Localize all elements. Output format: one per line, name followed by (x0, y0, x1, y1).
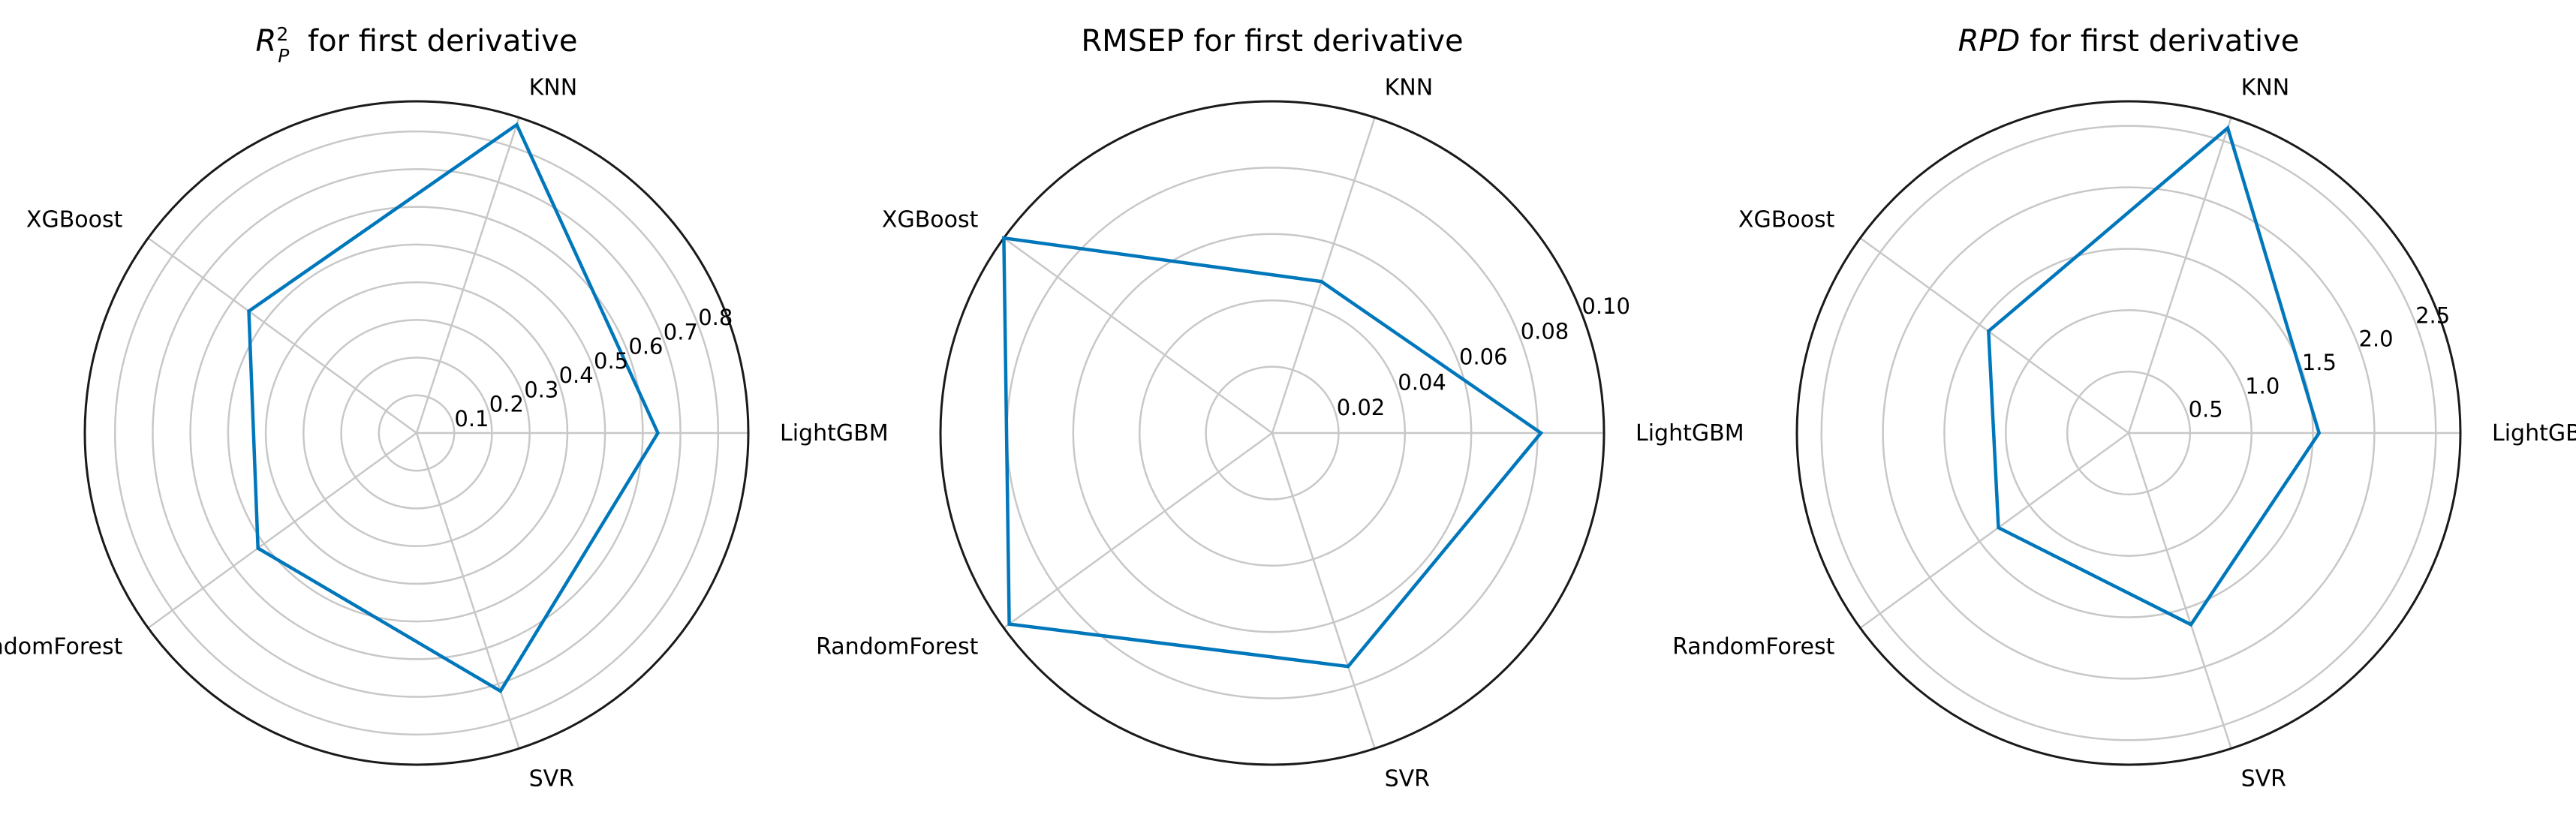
category-label: SVR (2241, 765, 2286, 792)
category-label: KNN (1385, 75, 1434, 101)
category-label: LightGBM (1636, 420, 1744, 447)
radar-panel-r2: R2 P for first derivative LightGBM KNN XGBo… (0, 23, 889, 792)
outer-ring (939, 100, 1605, 766)
radial-tick-label: 0.6 (628, 334, 663, 359)
spoke-line (2127, 117, 2232, 434)
category-label: KNN (2241, 75, 2290, 101)
category-label: SVR (1385, 765, 1430, 792)
spoke-line (1003, 432, 1273, 629)
chart-title-rpd: RPD for first derivative (1958, 24, 2300, 59)
spoke-line (415, 432, 520, 749)
radial-tick-label: 0.08 (1521, 319, 1569, 344)
spoke-line (1271, 117, 1376, 434)
radial-tick-label: 1.0 (2245, 373, 2280, 398)
spoke-line (1859, 432, 2129, 629)
category-label: RandomForest (0, 634, 123, 660)
radial-tick-label: 2.0 (2359, 326, 2394, 352)
category-label: XGBoost (26, 207, 123, 233)
outer-ring (83, 100, 750, 766)
radial-tick-label: 0.2 (489, 392, 524, 417)
radial-tick-label: 1.5 (2302, 350, 2337, 375)
outer-ring (1795, 100, 2462, 766)
series-line (1002, 236, 1544, 669)
chart-title-rmsep: RMSEP for first derivative (1081, 24, 1463, 59)
category-label: RandomForest (816, 634, 979, 660)
category-label: RandomForest (1672, 634, 1835, 660)
spoke-line (2127, 432, 2232, 749)
spoke-line (147, 432, 417, 629)
radial-tick-label: 0.1 (454, 406, 489, 432)
category-label: LightGBM (2492, 420, 2576, 447)
category-label: XGBoost (882, 207, 979, 233)
radial-tick-label: 0.8 (698, 305, 733, 330)
radar-panel-rmsep: RMSEP for first derivative LightGBM KNN XG… (816, 24, 1744, 792)
radial-tick-label: 0.10 (1581, 293, 1630, 319)
spoke-line (415, 117, 520, 434)
radial-tick-label: 0.5 (594, 348, 628, 374)
radial-tick-label: 0.04 (1398, 369, 1446, 395)
radial-tick-label: 2.5 (2415, 302, 2450, 328)
spoke-line (1859, 237, 2129, 435)
radial-tick-label: 0.5 (2189, 397, 2223, 423)
chart-title-r2: R2 P for first derivative (256, 23, 578, 67)
radial-tick-label: 0.02 (1337, 395, 1386, 420)
radial-tick-label: 0.06 (1459, 344, 1508, 370)
spoke-line (147, 237, 417, 435)
spoke-line (1003, 237, 1273, 435)
spoke-line (1271, 432, 1376, 749)
category-label: KNN (529, 75, 578, 101)
category-label: XGBoost (1738, 207, 1835, 233)
category-label: LightGBM (780, 420, 889, 447)
category-label: SVR (529, 765, 574, 792)
series-line (247, 122, 661, 693)
radar-panel-rpd: RPD for first derivative LightGBM KNN XGBo… (1672, 24, 2576, 792)
series-line (1986, 125, 2322, 627)
radial-tick-label: 0.4 (559, 362, 594, 388)
radial-tick-label: 0.7 (664, 320, 698, 345)
radial-tick-label: 0.3 (524, 377, 558, 402)
